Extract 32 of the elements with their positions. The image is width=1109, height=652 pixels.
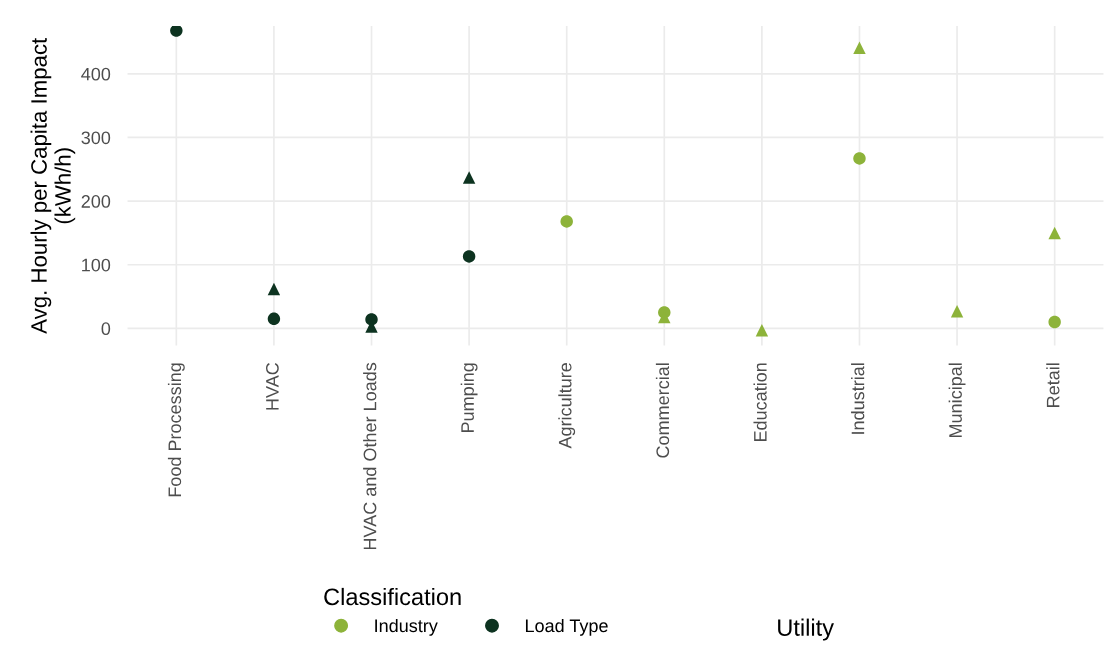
x-tick-label: Commercial [655,363,670,458]
point [755,324,769,337]
y-tick-label: 300 [81,131,111,145]
y-tick-label: 0 [101,322,111,336]
y-tick-label: 400 [81,67,111,81]
legend-title: Classification [324,587,461,606]
point [853,41,866,54]
y-tick-label: 100 [82,258,111,272]
legend-label: Industry [375,618,438,636]
x-tick-label: Municipal [948,363,966,438]
legend-label: Load Type [525,618,608,636]
y-axis-title: Avg. Hourly per Capita Impact (kWh/h) [30,37,76,334]
y-tick-label: 200 [81,195,111,208]
x-tick-label: HVAC and Other Loads [363,362,377,550]
point [267,312,281,326]
point [560,215,573,228]
x-tick-label: Pumping [460,363,478,432]
point [853,152,866,165]
point [950,304,964,318]
x-tick-label: Agriculture [558,363,576,449]
text: Utility [778,618,834,641]
point [170,26,183,37]
point [1048,315,1061,329]
x-tick-label: Retail [1046,363,1060,407]
point [267,282,281,296]
point [462,171,476,184]
x-tick-label: Food Processing [167,363,185,497]
x-tick-label: HVAC [265,362,279,410]
point [1048,226,1061,240]
x-tick-label: Education [753,363,767,442]
x-tick-label: Industrial [851,363,865,434]
point [462,250,476,263]
